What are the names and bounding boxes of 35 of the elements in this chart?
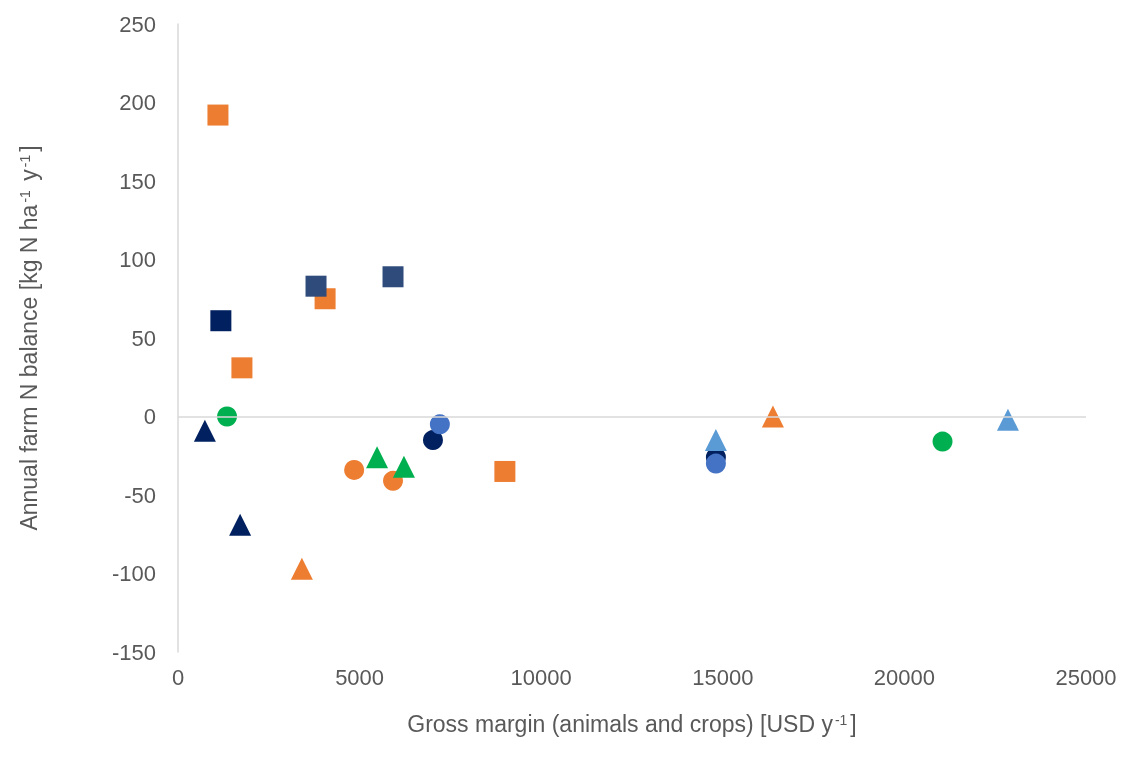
y-tick-label: 50 — [131, 325, 156, 351]
point — [761, 405, 784, 428]
y-tick-label: 150 — [119, 168, 156, 194]
point — [382, 266, 404, 288]
point — [231, 357, 253, 379]
point — [229, 513, 252, 536]
point — [193, 419, 216, 442]
y-tick-label: -150 — [111, 639, 156, 665]
point — [210, 310, 232, 332]
x-tick-label: 25000 — [1055, 664, 1117, 690]
point — [344, 459, 365, 480]
y-tick-label: 0 — [143, 404, 156, 429]
point — [705, 453, 726, 474]
point — [996, 408, 1019, 431]
point — [932, 431, 953, 452]
x-tick-label: 20000 — [873, 664, 935, 690]
y-tick-label: 250 — [119, 11, 156, 37]
y-tick-label: 200 — [119, 90, 156, 115]
point — [494, 460, 516, 482]
x-tick-label: 15000 — [692, 664, 754, 690]
y-tick-label: 100 — [119, 247, 156, 272]
x-tick-label: 5000 — [335, 664, 385, 690]
point — [366, 446, 389, 469]
point — [207, 104, 229, 126]
point — [704, 429, 727, 452]
point — [429, 414, 450, 435]
x-tick-label: 10000 — [510, 664, 572, 690]
y-tick-label: -100 — [111, 561, 156, 586]
point — [392, 455, 415, 478]
point — [290, 557, 313, 580]
y-tick-label: -50 — [124, 482, 156, 508]
x-tick-label: 0 — [171, 664, 185, 690]
point — [305, 275, 327, 297]
point — [422, 430, 443, 451]
y-axis-title: Annual farm N balance [kg N ha-1 y-1] — [15, 145, 42, 531]
